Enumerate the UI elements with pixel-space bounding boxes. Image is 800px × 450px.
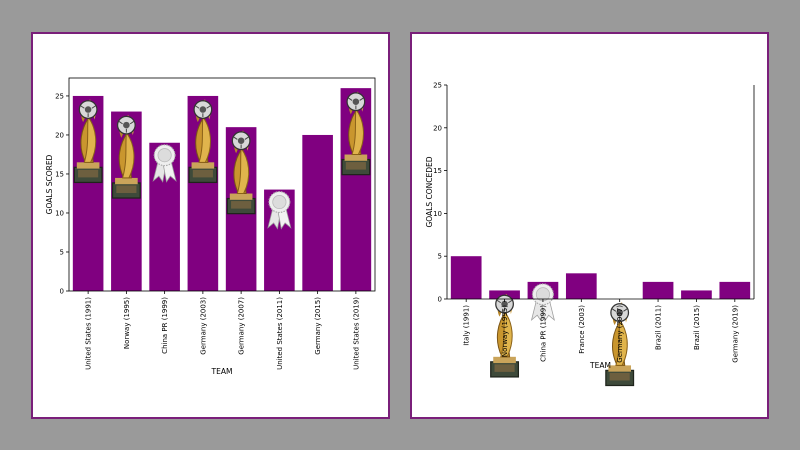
conceded-xtick-label-3: France (2003) (578, 305, 586, 354)
scored-xlabel: TEAM (211, 367, 233, 376)
conceded-ytick-label-1: 5 (438, 253, 442, 261)
conceded-bar-3 (565, 273, 597, 299)
scored-bar-6 (302, 134, 333, 291)
trophy-icon-scored-1 (111, 115, 141, 199)
chart-panel-goals-scored: 0 5 10 15 20 25 United States (1991) Norway (19… (31, 32, 390, 419)
conceded-ylabel: GOALS CONCEDED (425, 156, 434, 227)
conceded-ytick-label-0: 0 (438, 296, 442, 304)
goals-scored-chart: 0 5 10 15 20 25 United States (1991) Norway (19… (45, 77, 376, 376)
scored-xtick-label-4: Germany (2007) (238, 297, 246, 355)
trophy-icon-scored-4 (226, 130, 256, 215)
conceded-xtick-label-7: Germany (2019) (731, 305, 739, 363)
trophy-icon-scored-7 (341, 91, 371, 176)
ribbon-icon-scored-2 (152, 144, 177, 183)
conceded-xtick-label-6: Brazil (2015) (693, 305, 701, 350)
conceded-ytick-label-2: 10 (433, 210, 442, 218)
trophy-icon-conceded-4 (605, 302, 635, 387)
ribbon-icon-scored-5 (267, 191, 292, 230)
conceded-ytick-label-3: 15 (433, 167, 442, 175)
chart-panel-goals-conceded: 0 5 10 15 20 25 Italy (1991) Norway (1995) China… (410, 32, 769, 419)
scored-xtick-label-5: United States (2011) (276, 297, 284, 370)
conceded-xtick-label-1: Norway (1995) (501, 305, 509, 357)
trophy-icon-conceded-1 (490, 293, 520, 378)
scored-xtick-label-3: Germany (2003) (199, 297, 207, 355)
conceded-xlabel: TEAM (589, 361, 611, 370)
scored-xtick-label-7: United States (2019) (352, 297, 360, 370)
scored-ytick-label-2: 10 (55, 209, 64, 217)
scored-ytick-label-3: 15 (55, 170, 64, 178)
conceded-bar-0 (450, 256, 482, 299)
scored-axes-frame (68, 77, 376, 292)
scored-xtick-label-1: Norway (1995) (123, 297, 131, 349)
conceded-xtick-label-5: Brazil (2011) (655, 305, 663, 350)
conceded-bar-7 (719, 281, 751, 299)
conceded-xtick-label-0: Italy (1991) (463, 305, 471, 346)
scored-ytick-label-4: 20 (55, 131, 64, 139)
trophy-icon-scored-3 (188, 99, 218, 184)
conceded-bar-6 (681, 290, 712, 299)
conceded-bar-5 (642, 281, 674, 299)
conceded-xtick-label-2: China PR (1999) (539, 305, 547, 362)
scored-ylabel: GOALS SCORED (45, 154, 54, 214)
trophy-icon-scored-0 (73, 99, 103, 184)
scored-ytick-label-1: 5 (60, 248, 64, 256)
scored-xtick-label-2: China PR (1999) (161, 297, 169, 354)
scored-ytick-label-0: 0 (60, 288, 64, 296)
goals-conceded-chart: 0 5 10 15 20 25 Italy (1991) Norway (1995) China… (425, 82, 755, 387)
ribbon-icon-conceded-2 (530, 283, 555, 322)
scored-xtick-label-0: United States (1991) (85, 297, 93, 370)
scored-ytick-label-5: 25 (55, 92, 64, 100)
conceded-ytick-label-5: 25 (433, 82, 442, 90)
conceded-xtick-label-4: Germany (2007) (616, 305, 624, 363)
conceded-plot: 0 5 10 15 20 25 Italy (1991) Norway (1995) China… (425, 82, 755, 387)
conceded-ytick-label-4: 20 (433, 124, 442, 132)
scored-xtick-label-6: Germany (2015) (314, 297, 322, 355)
scored-plot: 0 5 10 15 20 25 United States (1991) Norway (19… (45, 77, 376, 376)
